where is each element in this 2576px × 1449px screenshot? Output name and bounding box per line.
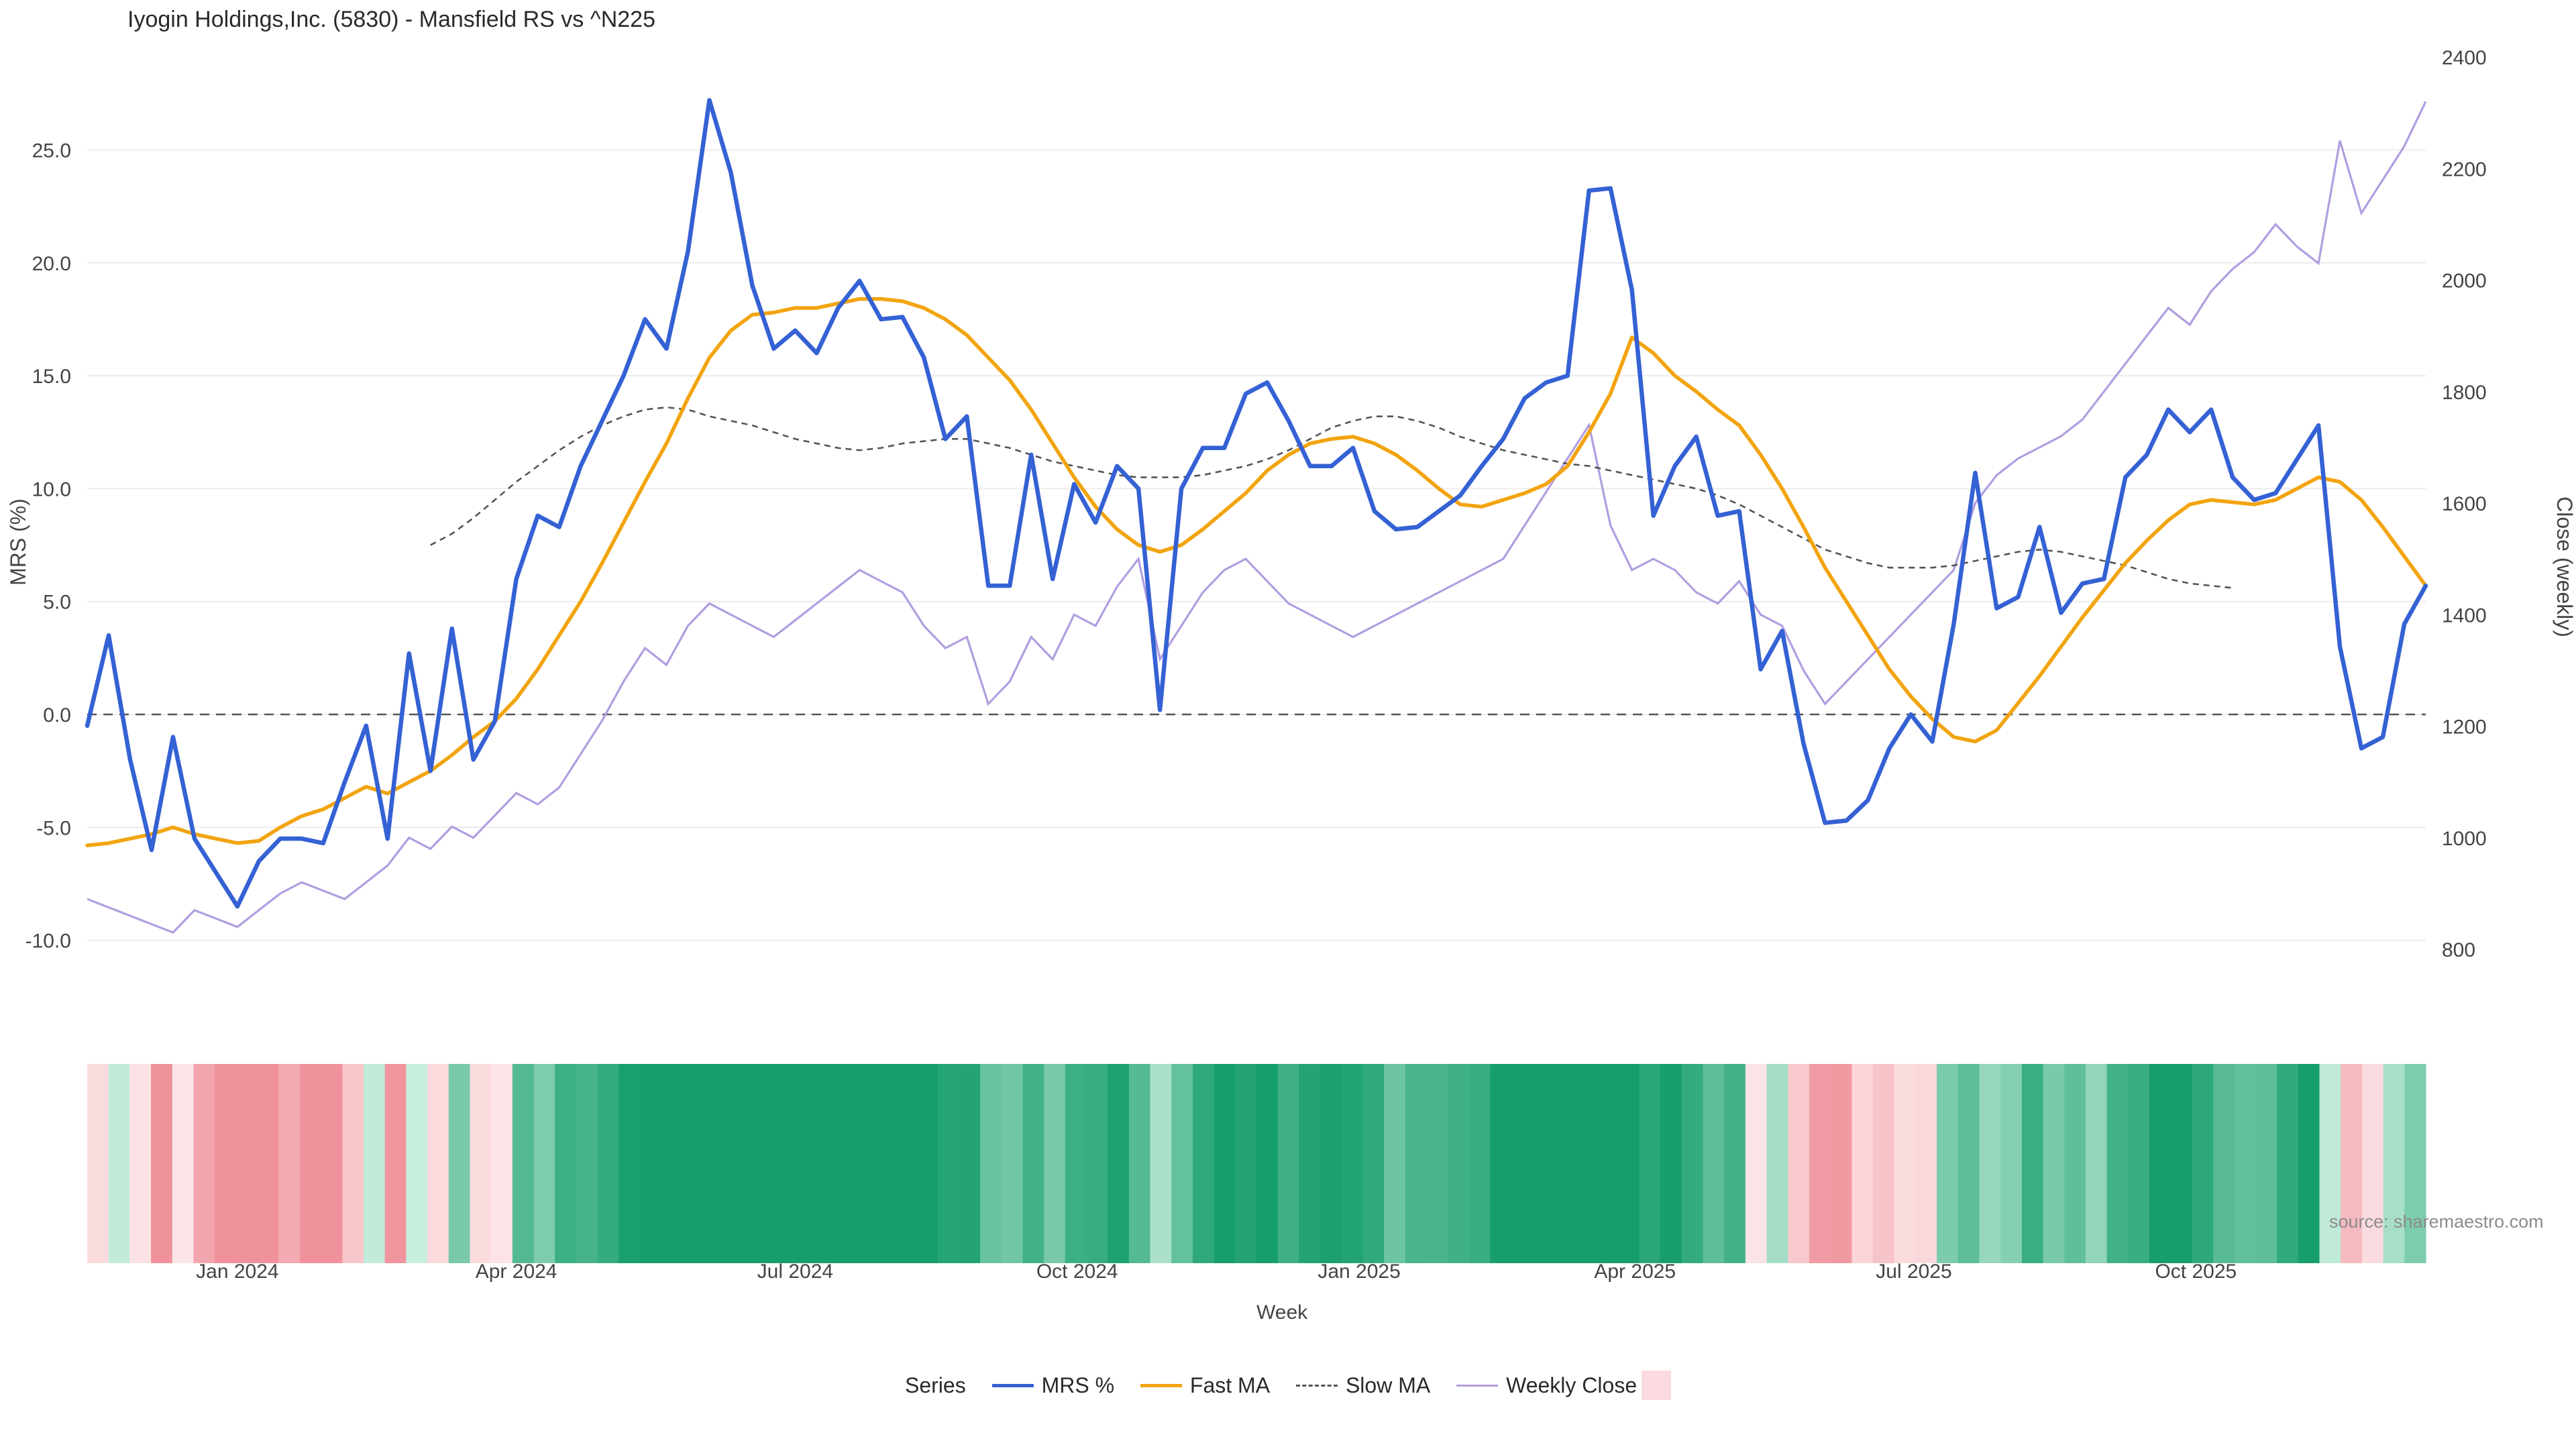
svg-text:Apr 2025: Apr 2025: [1594, 1260, 1676, 1283]
svg-text:2400: 2400: [2442, 47, 2487, 69]
svg-text:Jul 2025: Jul 2025: [1876, 1260, 1951, 1283]
svg-text:1400: 1400: [2442, 604, 2487, 627]
svg-text:20.0: 20.0: [32, 253, 71, 275]
svg-text:Jan 2025: Jan 2025: [1318, 1260, 1400, 1283]
svg-text:1600: 1600: [2442, 493, 2487, 515]
svg-text:Jul 2024: Jul 2024: [757, 1260, 833, 1283]
svg-text:-5.0: -5.0: [36, 817, 71, 839]
svg-text:1200: 1200: [2442, 716, 2487, 739]
svg-text:25.0: 25.0: [32, 140, 71, 162]
svg-text:Apr 2024: Apr 2024: [476, 1260, 557, 1283]
svg-text:10.0: 10.0: [32, 478, 71, 500]
svg-text:15.0: 15.0: [32, 366, 71, 388]
svg-text:0.0: 0.0: [43, 704, 71, 727]
svg-text:Oct 2025: Oct 2025: [2155, 1260, 2237, 1283]
svg-text:2000: 2000: [2442, 270, 2487, 292]
svg-text:1000: 1000: [2442, 828, 2487, 850]
svg-text:1800: 1800: [2442, 382, 2487, 404]
svg-text:-10.0: -10.0: [25, 930, 71, 953]
svg-text:2200: 2200: [2442, 158, 2487, 180]
svg-text:Oct 2024: Oct 2024: [1036, 1260, 1118, 1283]
svg-text:5.0: 5.0: [43, 592, 71, 614]
svg-text:Jan 2024: Jan 2024: [196, 1260, 278, 1283]
svg-text:800: 800: [2442, 939, 2475, 961]
